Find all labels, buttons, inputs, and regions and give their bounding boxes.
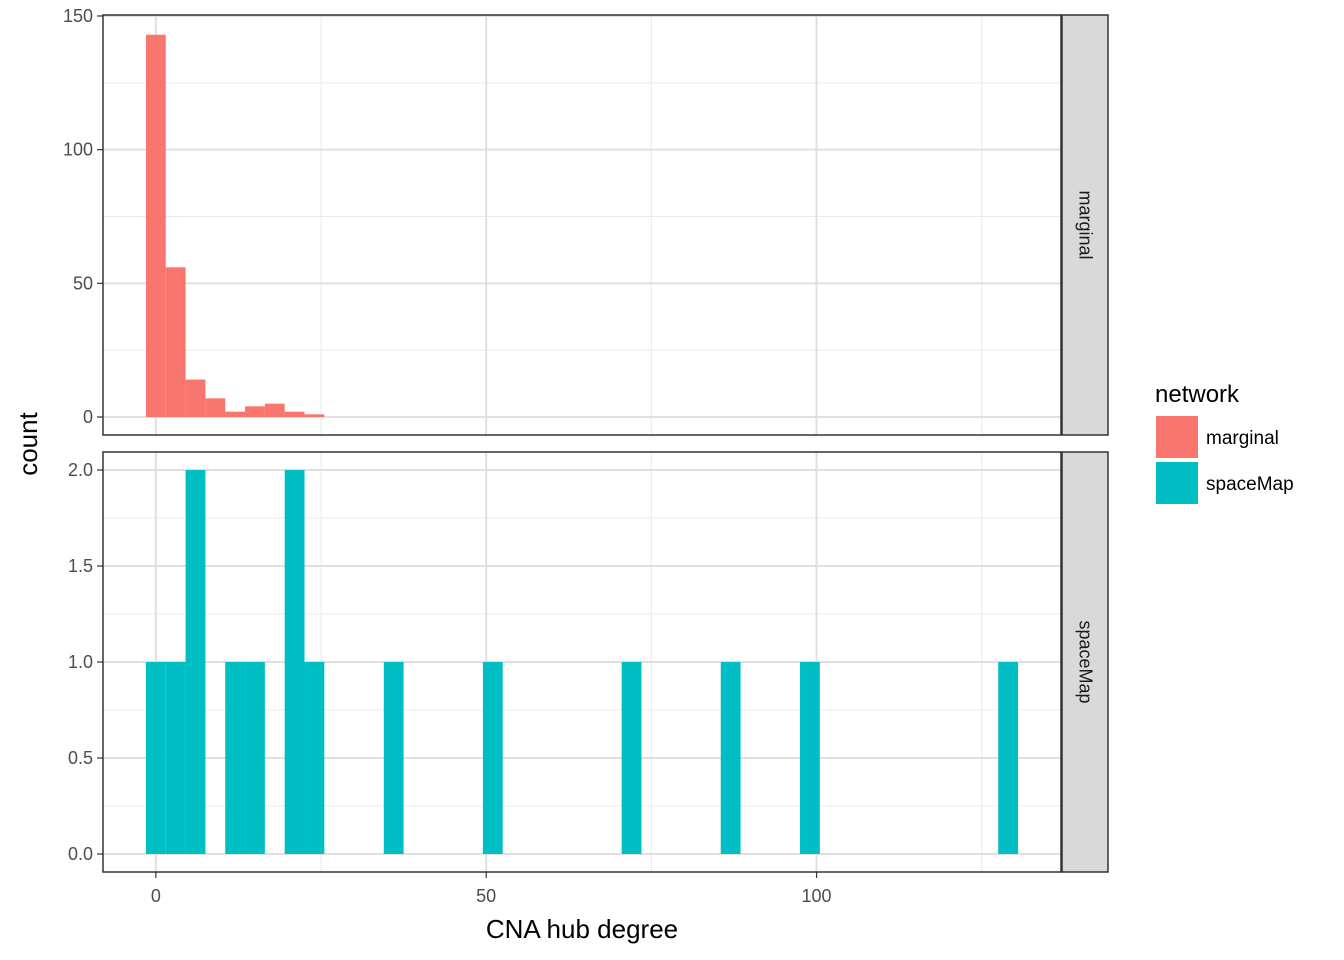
y-tick-label: 1.0 (68, 652, 93, 672)
histogram-bar (145, 662, 166, 854)
y-axis-title: count (13, 411, 43, 475)
facet-strip-label: spaceMap (1076, 620, 1096, 703)
legend-key-spacemap (1156, 462, 1198, 504)
y-tick-label: 150 (63, 6, 93, 26)
legend-title: network (1155, 381, 1240, 408)
x-axis-title: CNA hub degree (486, 914, 678, 944)
histogram-bar (304, 662, 325, 854)
histogram-bar (284, 411, 305, 417)
histogram-bar (800, 662, 820, 854)
histogram-bar (482, 662, 503, 854)
y-tick-label: 0.5 (68, 748, 93, 768)
histogram-bar (185, 379, 206, 417)
histogram-bar (165, 267, 186, 417)
facet-strip (1061, 14, 1109, 436)
histogram-bar (245, 662, 265, 854)
histogram-bar (245, 406, 265, 417)
histogram-bar (205, 398, 226, 417)
panel-background (103, 15, 1061, 435)
histogram-bar (621, 662, 642, 854)
y-tick-label: 50 (73, 273, 93, 293)
panel-border (102, 451, 1062, 873)
legend-key-marginal (1156, 416, 1198, 458)
y-tick-label: 1.5 (68, 556, 93, 576)
y-tick-label: 2.0 (68, 460, 93, 480)
facet-strip-label: marginal (1076, 190, 1096, 259)
x-tick-label: 50 (476, 886, 496, 906)
histogram-bar (225, 662, 246, 854)
x-tick-label: 0 (151, 886, 161, 906)
panels-layer: 0 50 100 150 marginal 0.0 0.5 1.0 1.5 2.0 spaceMap… (63, 6, 1109, 906)
histogram-bar (145, 34, 166, 418)
histogram-bar (284, 470, 305, 854)
legend: network marginal spaceMap (1155, 381, 1294, 504)
facet-panel-marginal: 0 50 100 150 marginal (63, 6, 1109, 436)
histogram-bar (264, 403, 285, 417)
histogram-bar (165, 662, 186, 854)
histogram-bar (185, 470, 206, 854)
panel-border (102, 14, 1062, 436)
legend-label-spacemap: spaceMap (1206, 474, 1294, 495)
x-tick-label: 100 (802, 886, 832, 906)
y-tick-label: 0 (83, 407, 93, 427)
facet-panel-spaceMap: 0.0 0.5 1.0 1.5 2.0 spaceMap (68, 451, 1109, 873)
histogram-bar (383, 662, 404, 854)
histogram-bar (304, 414, 325, 417)
legend-label-marginal: marginal (1206, 428, 1279, 449)
histogram-bar (998, 662, 1019, 854)
y-tick-label: 0.0 (68, 844, 93, 864)
y-tick-label: 100 (63, 140, 93, 160)
histogram-bar (225, 411, 246, 417)
facet-strip (1061, 451, 1109, 873)
histogram-bar (720, 662, 741, 854)
